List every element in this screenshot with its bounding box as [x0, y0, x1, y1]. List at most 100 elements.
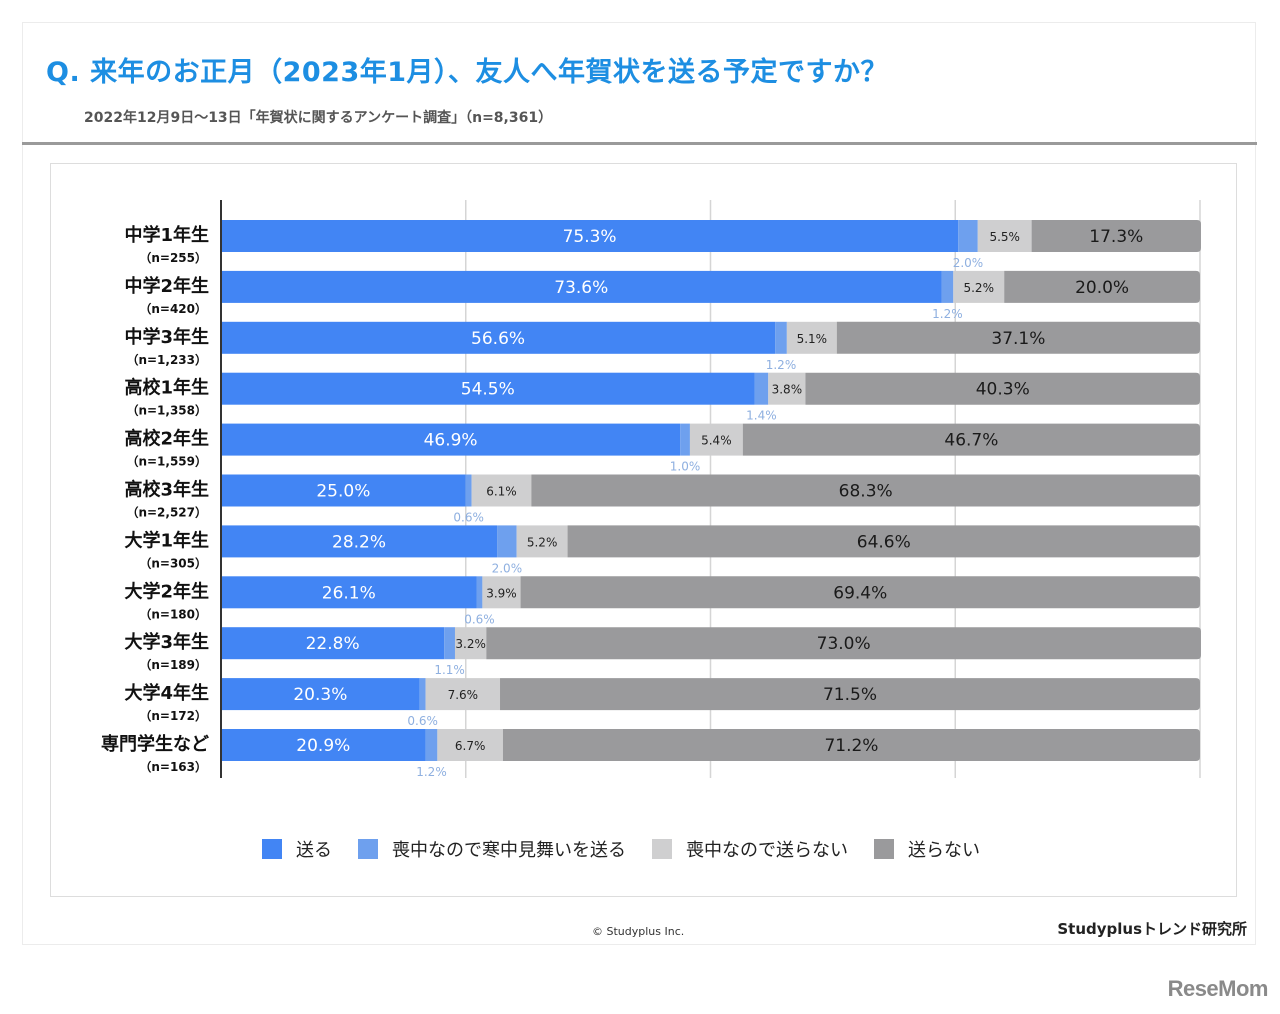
bar-segment-mourning-card [680, 423, 690, 456]
bar-segment-no-send [531, 474, 1200, 507]
data-label-mourning-card: 2.0% [492, 561, 523, 575]
data-label-send: 54.5% [461, 380, 515, 400]
bar-segment-no-send [805, 372, 1200, 405]
bar-segment-mourning-no-send [471, 474, 532, 507]
sample-size-label: （n=163） [139, 759, 207, 774]
legend-item: 喪中なので送らない [652, 836, 848, 862]
data-label-no-send: 68.3% [839, 482, 893, 502]
bar-segment-mourning-card [419, 678, 426, 711]
legend-label: 送る [296, 840, 332, 861]
data-label-send: 20.3% [293, 685, 347, 705]
sample-size-label: （n=172） [139, 708, 207, 723]
bar-segment-mourning-card [465, 474, 472, 507]
legend-item: 喪中なので寒中見舞いを送る [358, 836, 626, 862]
data-label-no-send: 71.5% [823, 685, 877, 705]
category-label: 中学2年生 [124, 275, 209, 297]
data-label-send: 26.1% [322, 583, 376, 603]
bar-segment-send [221, 270, 942, 303]
data-label-no-send: 17.3% [1089, 227, 1143, 247]
category-label: 中学3年生 [124, 326, 209, 348]
sample-size-label: （n=305） [139, 555, 207, 570]
data-label-mourning-no-send: 3.8% [772, 383, 803, 397]
header-divider [22, 142, 1257, 145]
data-label-no-send: 40.3% [976, 380, 1030, 400]
category-label: 高校3年生 [124, 479, 209, 501]
category-label: 高校2年生 [124, 428, 209, 450]
bar-segment-mourning-card [754, 372, 769, 405]
bar-segment-no-send [500, 678, 1200, 711]
data-label-no-send: 71.2% [824, 736, 878, 756]
sample-size-label: （n=1,358） [126, 403, 207, 418]
bar-segment-no-send [520, 576, 1200, 609]
bar-segment-mourning-no-send [437, 729, 503, 761]
data-label-mourning-card: 0.6% [407, 714, 438, 728]
sample-size-label: （n=189） [139, 657, 207, 672]
bar-segment-mourning-no-send [953, 270, 1005, 303]
data-label-no-send: 46.7% [944, 431, 998, 451]
legend-item: 送る [262, 836, 332, 862]
bar-segment-no-send [567, 525, 1200, 558]
copyright-text: © Studyplus Inc. [592, 925, 685, 938]
data-label-send: 46.9% [424, 431, 478, 451]
bar-segment-mourning-card [775, 321, 787, 354]
bar-segment-mourning-no-send [689, 423, 743, 456]
legend-swatch [652, 839, 672, 859]
data-label-mourning-card: 0.6% [453, 511, 484, 525]
data-label-mourning-no-send: 5.2% [527, 535, 558, 549]
data-label-send: 28.2% [332, 532, 386, 552]
bar-segment-mourning-card [444, 627, 455, 660]
data-label-no-send: 20.0% [1075, 278, 1129, 298]
sample-size-label: （n=1,559） [126, 454, 207, 469]
data-label-mourning-no-send: 3.9% [486, 586, 517, 600]
data-label-send: 75.3% [563, 227, 617, 247]
data-label-mourning-no-send: 3.2% [455, 637, 486, 651]
sample-size-label: （n=1,233） [126, 352, 207, 367]
bar-segment-mourning-card [497, 525, 517, 558]
sample-size-label: （n=2,527） [126, 505, 207, 520]
legend-label: 喪中なので送らない [686, 840, 848, 861]
legend-swatch [358, 839, 378, 859]
data-label-mourning-no-send: 6.1% [486, 485, 517, 499]
category-label: 大学1年生 [124, 529, 209, 551]
legend-label: 喪中なので寒中見舞いを送る [392, 840, 626, 861]
bar-segment-no-send [1031, 220, 1201, 252]
bar-segment-mourning-no-send [454, 627, 487, 660]
bar-segment-send [221, 321, 776, 354]
chart-panel [50, 163, 1237, 897]
data-label-mourning-card: 0.6% [464, 612, 495, 626]
data-label-mourning-card: 1.4% [746, 409, 777, 423]
data-label-no-send: 64.6% [857, 532, 911, 552]
sample-size-label: （n=420） [139, 301, 207, 316]
bar-segment-send [221, 220, 959, 252]
bar-segment-mourning-no-send [516, 525, 568, 558]
bar-segment-mourning-card [958, 220, 978, 252]
data-label-mourning-no-send: 5.5% [989, 230, 1020, 244]
bar-segment-send [221, 372, 755, 405]
data-label-mourning-card: 1.1% [434, 663, 465, 677]
data-label-send: 25.0% [316, 482, 370, 502]
bar-segment-mourning-no-send [425, 678, 501, 711]
bar-segment-mourning-no-send [768, 372, 806, 405]
bar-segment-no-send [742, 423, 1200, 456]
bar-segment-send [221, 474, 466, 507]
category-label: 高校1年生 [124, 377, 209, 399]
bar-segment-no-send [1004, 270, 1200, 303]
bar-segment-send [221, 525, 498, 558]
category-label: 専門学生など [101, 733, 209, 755]
bar-segment-mourning-no-send [482, 576, 521, 609]
data-label-no-send: 37.1% [991, 329, 1045, 349]
bar-segment-mourning-card [941, 270, 954, 303]
data-label-no-send: 73.0% [817, 634, 871, 654]
bar-segment-no-send [836, 321, 1200, 354]
bar-segment-mourning-no-send [786, 321, 837, 354]
bar-segment-mourning-no-send [977, 220, 1032, 252]
data-label-mourning-no-send: 5.4% [701, 434, 732, 448]
category-label: 大学3年生 [124, 631, 209, 653]
data-label-mourning-no-send: 5.2% [963, 281, 994, 295]
bar-segment-send [221, 678, 420, 711]
brand-label: Studyplusトレンド研究所 [1057, 920, 1247, 938]
chart-legend: 送る 喪中なので寒中見舞いを送る 喪中なので送らない 送らない [262, 836, 1006, 862]
data-label-mourning-no-send: 6.7% [455, 739, 486, 753]
data-label-no-send: 69.4% [833, 583, 887, 603]
